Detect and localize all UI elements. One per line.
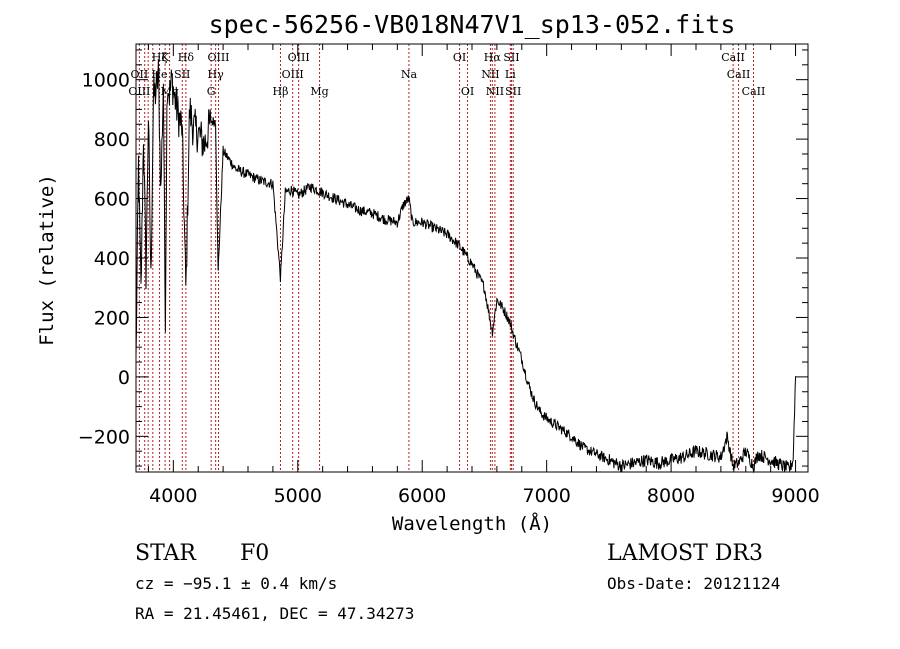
spectral-line-label: OI [461,85,474,98]
spectral-line-label: OIII [128,85,150,98]
flux-series [135,59,797,474]
x-tick-label: 4000 [149,485,197,507]
spectral-line-label: CaII [727,68,751,81]
x-axis-label: Wavelength (Å) [392,512,552,535]
spectral-line-label: CaII [742,85,766,98]
spectral-line-label: OIII [288,51,310,64]
spectral-line-label: Li [505,68,516,81]
plot-frame [135,43,809,473]
spectral-line-label: Hγ [208,68,225,81]
spectral-line-label: OI [453,51,466,64]
spectral-line-label: SII [174,68,190,81]
survey-name: LAMOST DR3 [607,541,763,566]
spectral-line-label: Mg [310,85,328,98]
spectral-line-label: Hζ [152,51,168,64]
x-tick-label: 7000 [522,485,570,507]
spectral-line-label: NII [481,68,499,81]
y-tick-label: 1000 [82,70,130,92]
y-tick-label: 600 [94,189,130,211]
x-tick-label: 6000 [398,485,446,507]
y-axis-ticks: −200 0 200 400 600 800 1000 [78,49,808,467]
chart-title: spec-56256-VB018N47V1_sp13-052.fits [209,10,736,39]
x-tick-label: 8000 [647,485,695,507]
spectral-line-label: CaII [721,51,745,64]
y-tick-label: 200 [94,307,130,329]
spectral-line-label: K [161,51,170,64]
spectral-line-label: He [151,68,167,81]
spectral-line-label: Hβ [273,85,289,98]
spectral-line-label: Na [401,68,418,81]
x-tick-label: 9000 [771,485,819,507]
y-axis-label: Flux (relative) [36,174,58,346]
spectral-line-label: OIII [207,51,229,64]
y-tick-label: 800 [94,129,130,151]
spectral-line-markers [138,44,754,472]
redshift-text: cz = −95.1 ± 0.4 km/s [135,574,337,593]
spectral-line-label: NII [486,85,504,98]
coords-text: RA = 21.45461, DEC = 47.34273 [135,604,414,623]
spectral-line-label: SII [505,85,521,98]
object-subclass: F0 [240,541,269,566]
y-tick-label: 400 [94,248,130,270]
spectral-line-label: OII [131,68,149,81]
x-tick-label: 5000 [274,485,322,507]
spectral-line-label: Hα [484,51,502,64]
spectral-line-label: OIII [282,68,304,81]
x-axis-ticks: 4000 5000 6000 7000 8000 9000 [147,44,820,507]
flux-line [135,59,797,474]
spectral-line-label: G [207,85,216,98]
spectral-line-label: Hδ [178,51,195,64]
spectral-line-label: SII [503,51,519,64]
obs-date-text: Obs-Date: 20121124 [607,574,780,593]
object-class: STAR [135,541,197,566]
y-tick-label: 0 [118,367,130,389]
y-tick-label: −200 [78,426,130,448]
